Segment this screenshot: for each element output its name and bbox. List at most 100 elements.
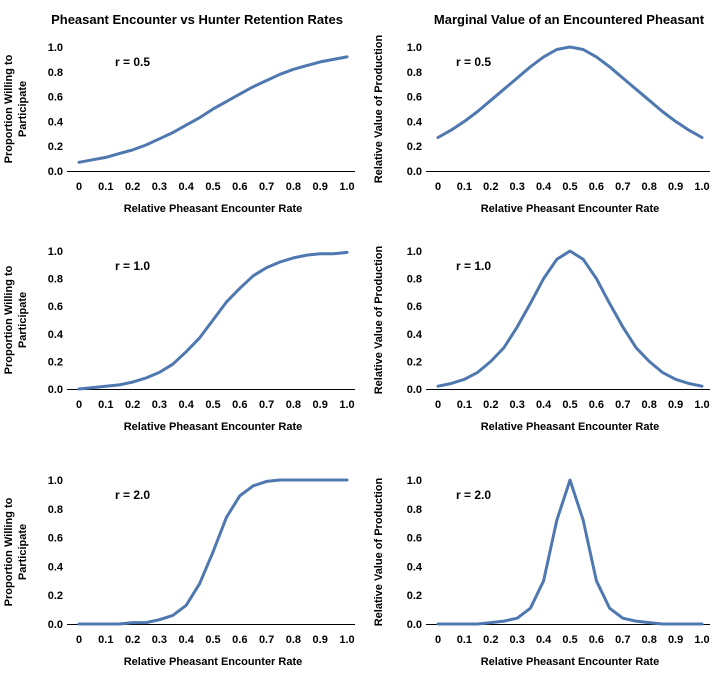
y-tick-label: 0.8 bbox=[407, 274, 422, 286]
r-annotation: r = 0.5 bbox=[456, 55, 491, 69]
y-tick-label: 1.0 bbox=[407, 246, 422, 258]
x-axis-title: Relative Pheasant Encounter Rate bbox=[481, 203, 660, 215]
x-tick-label: 0.7 bbox=[259, 399, 274, 411]
x-tick-label: 0.4 bbox=[179, 399, 195, 411]
x-tick-label: 0.8 bbox=[642, 634, 657, 646]
y-tick-label: 0.2 bbox=[48, 590, 63, 602]
chart-figure: Pheasant Encounter vs Hunter Retention R… bbox=[0, 0, 723, 674]
y-tick-label: 0.4 bbox=[48, 329, 64, 341]
y-axis-title: Relative Value of Production bbox=[373, 477, 385, 626]
x-tick-label: 1.0 bbox=[694, 634, 709, 646]
x-tick-label: 0.2 bbox=[125, 634, 140, 646]
y-tick-label: 0.6 bbox=[407, 533, 422, 545]
x-tick-label: 0.8 bbox=[642, 399, 657, 411]
x-tick-label: 0.5 bbox=[562, 399, 577, 411]
y-axis-title: Participate bbox=[17, 292, 29, 348]
x-tick-label: 0.8 bbox=[286, 181, 301, 193]
y-tick-label: 0.4 bbox=[407, 329, 423, 341]
x-tick-label: 0.3 bbox=[510, 399, 525, 411]
x-tick-label: 0 bbox=[76, 181, 82, 193]
chart-panel: 0.00.20.40.60.81.000.10.20.30.40.50.60.7… bbox=[373, 475, 710, 668]
x-tick-label: 0.4 bbox=[179, 181, 195, 193]
x-tick-label: 1.0 bbox=[339, 181, 354, 193]
chart-panel: 0.00.20.40.60.81.000.10.20.30.40.50.60.7… bbox=[3, 246, 355, 433]
chart-panel: 0.00.20.40.60.81.000.10.20.30.40.50.60.7… bbox=[373, 34, 710, 215]
y-tick-label: 0.8 bbox=[48, 67, 63, 79]
x-tick-label: 0.5 bbox=[205, 399, 220, 411]
x-tick-label: 0.9 bbox=[668, 181, 683, 193]
y-tick-label: 0.6 bbox=[48, 301, 63, 313]
y-tick-label: 0.8 bbox=[48, 274, 63, 286]
series-line bbox=[79, 57, 347, 162]
right-column-title: Marginal Value of an Encountered Pheasan… bbox=[434, 12, 705, 27]
y-tick-label: 1.0 bbox=[407, 475, 422, 487]
x-tick-label: 0.5 bbox=[562, 181, 577, 193]
x-tick-label: 0.3 bbox=[152, 634, 167, 646]
x-tick-label: 0.5 bbox=[205, 634, 220, 646]
y-tick-label: 0.0 bbox=[48, 166, 63, 178]
r-annotation: r = 1.0 bbox=[456, 259, 491, 273]
x-tick-label: 0.2 bbox=[483, 181, 498, 193]
x-tick-label: 0.3 bbox=[152, 399, 167, 411]
x-tick-label: 0.1 bbox=[98, 634, 113, 646]
x-tick-label: 0.6 bbox=[589, 634, 604, 646]
r-annotation: r = 2.0 bbox=[115, 488, 150, 502]
y-tick-label: 0.8 bbox=[407, 504, 422, 516]
y-axis-title: Participate bbox=[17, 81, 29, 137]
y-axis-title: Relative Value of Production bbox=[373, 34, 385, 183]
x-axis-title: Relative Pheasant Encounter Rate bbox=[481, 421, 660, 433]
y-tick-label: 0.0 bbox=[407, 384, 422, 396]
chart-panels: 0.0 0.2 0.4 0.6 0.8 1.0 0 0.1 0.2 0.3 0.4 0.5 0.6 0.7… bbox=[3, 34, 710, 668]
x-tick-label: 0.9 bbox=[668, 399, 683, 411]
x-tick-label: 0.6 bbox=[589, 399, 604, 411]
x-tick-label: 0.3 bbox=[510, 634, 525, 646]
x-tick-label: 0.6 bbox=[589, 181, 604, 193]
y-tick-label: 0.6 bbox=[407, 301, 422, 313]
x-tick-label: 0.3 bbox=[152, 181, 167, 193]
x-tick-label: 0.8 bbox=[286, 634, 301, 646]
y-axis-title: Proportion Willing to bbox=[3, 497, 15, 606]
x-tick-label: 0.1 bbox=[457, 399, 472, 411]
y-tick-label: 1.0 bbox=[48, 246, 63, 258]
x-tick-label: 0.7 bbox=[615, 181, 630, 193]
x-tick-label: 0.7 bbox=[259, 634, 274, 646]
x-tick-label: 0.9 bbox=[313, 399, 328, 411]
y-tick-label: 1.0 bbox=[407, 42, 422, 54]
x-tick-label: 0.4 bbox=[536, 634, 552, 646]
x-tick-label: 0 bbox=[435, 181, 441, 193]
x-tick-label: 0.8 bbox=[286, 399, 301, 411]
y-tick-label: 0.8 bbox=[407, 67, 422, 79]
x-tick-label: 1.0 bbox=[694, 399, 709, 411]
y-axis-title: Proportion Willing to bbox=[3, 54, 15, 163]
r-annotation: r = 0.5 bbox=[115, 55, 150, 69]
x-tick-label: 0.6 bbox=[232, 181, 247, 193]
y-tick-label: 0.2 bbox=[407, 590, 422, 602]
y-tick-label: 0.4 bbox=[48, 561, 64, 573]
x-tick-label: 0 bbox=[76, 634, 82, 646]
x-tick-label: 0.7 bbox=[615, 399, 630, 411]
y-tick-label: 0.2 bbox=[407, 356, 422, 368]
x-tick-label: 0.1 bbox=[457, 634, 472, 646]
x-tick-label: 0.5 bbox=[562, 634, 577, 646]
y-tick-label: 0.4 bbox=[407, 561, 423, 573]
y-tick-label: 1.0 bbox=[48, 475, 63, 487]
y-axis-title: Participate bbox=[17, 524, 29, 580]
x-axis-title: Relative Pheasant Encounter Rate bbox=[124, 421, 303, 433]
x-tick-label: 0.8 bbox=[642, 181, 657, 193]
y-tick-label: 0.6 bbox=[48, 92, 63, 104]
x-tick-label: 0.6 bbox=[232, 634, 247, 646]
x-tick-label: 0.4 bbox=[179, 634, 195, 646]
y-tick-label: 0.8 bbox=[48, 504, 63, 516]
x-tick-label: 0.5 bbox=[205, 181, 220, 193]
x-tick-label: 0 bbox=[435, 399, 441, 411]
y-tick-label: 0.0 bbox=[407, 166, 422, 178]
y-tick-label: 0.6 bbox=[407, 92, 422, 104]
x-tick-label: 0.4 bbox=[536, 181, 552, 193]
x-tick-label: 0.9 bbox=[313, 181, 328, 193]
x-axis-title: Relative Pheasant Encounter Rate bbox=[124, 656, 303, 668]
y-tick-label: 0.6 bbox=[48, 533, 63, 545]
x-tick-label: 0.1 bbox=[98, 399, 113, 411]
x-tick-label: 1.0 bbox=[694, 181, 709, 193]
y-tick-label: 0.2 bbox=[407, 141, 422, 153]
x-tick-label: 0.2 bbox=[125, 181, 140, 193]
